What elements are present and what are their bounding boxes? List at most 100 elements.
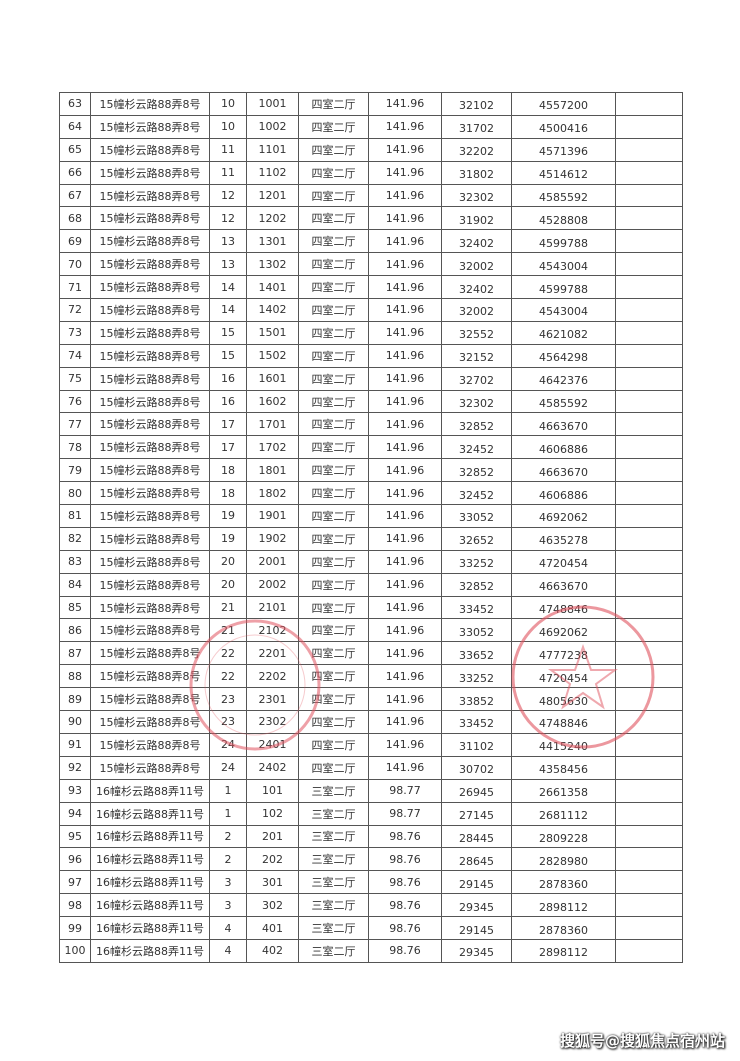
table-row: 80 15幢杉云路88弄8号 18 1802 四室二厅 141.96 32452 460688… <box>59 481 683 506</box>
room-number: 2101 <box>246 595 299 620</box>
area: 141.96 <box>368 183 442 208</box>
total-price: 4585592 <box>511 389 616 414</box>
address: 15幢杉云路88弄8号 <box>90 389 210 414</box>
unit-price: 32302 <box>441 183 512 208</box>
row-number: 77 <box>59 412 91 437</box>
unit-price: 28645 <box>441 847 512 872</box>
room-number: 2401 <box>246 732 299 757</box>
room-number: 1202 <box>246 206 299 231</box>
unit-price: 32452 <box>441 481 512 506</box>
total-price: 4777238 <box>511 641 616 666</box>
layout: 三室二厅 <box>298 824 369 849</box>
total-price: 2878360 <box>511 870 616 895</box>
room-number: 1502 <box>246 343 299 368</box>
layout: 四室二厅 <box>298 137 369 162</box>
unit-price: 29345 <box>441 938 512 963</box>
area: 141.96 <box>368 618 442 643</box>
address: 15幢杉云路88弄8号 <box>90 664 210 689</box>
row-number: 79 <box>59 458 91 483</box>
room-number: 102 <box>246 801 299 826</box>
floor: 2 <box>209 847 247 872</box>
layout: 四室二厅 <box>298 275 369 300</box>
remark <box>615 618 683 643</box>
address: 15幢杉云路88弄8号 <box>90 183 210 208</box>
table-row: 94 16幢杉云路88弄11号 1 102 三室二厅 98.77 27145 2681112 <box>59 801 683 826</box>
area: 141.96 <box>368 595 442 620</box>
row-number: 63 <box>59 92 91 116</box>
table-row: 74 15幢杉云路88弄8号 15 1502 四室二厅 141.96 32152 456429… <box>59 343 683 368</box>
address: 16幢杉云路88弄11号 <box>90 778 210 803</box>
table-row: 65 15幢杉云路88弄8号 11 1101 四室二厅 141.96 32202 457139… <box>59 137 683 162</box>
remark <box>615 435 683 460</box>
layout: 四室二厅 <box>298 366 369 391</box>
row-number: 84 <box>59 572 91 597</box>
remark <box>615 824 683 849</box>
layout: 四室二厅 <box>298 183 369 208</box>
table-row: 85 15幢杉云路88弄8号 21 2101 四室二厅 141.96 33452 474884… <box>59 595 683 620</box>
total-price: 4663670 <box>511 458 616 483</box>
room-number: 1702 <box>246 435 299 460</box>
layout: 四室二厅 <box>298 458 369 483</box>
layout: 三室二厅 <box>298 893 369 918</box>
remark <box>615 343 683 368</box>
area: 141.96 <box>368 298 442 322</box>
unit-price: 31102 <box>441 732 512 757</box>
room-number: 2301 <box>246 687 299 712</box>
area: 141.96 <box>368 160 442 185</box>
remark <box>615 229 683 254</box>
address: 16幢杉云路88弄11号 <box>90 824 210 849</box>
unit-price: 33252 <box>441 549 512 574</box>
unit-price: 32852 <box>441 412 512 437</box>
remark <box>615 298 683 322</box>
floor: 21 <box>209 618 247 643</box>
layout: 三室二厅 <box>298 801 369 826</box>
room-number: 2001 <box>246 549 299 574</box>
floor: 20 <box>209 549 247 574</box>
address: 16幢杉云路88弄11号 <box>90 870 210 895</box>
row-number: 95 <box>59 824 91 849</box>
remark <box>615 526 683 551</box>
table-row: 84 15幢杉云路88弄8号 20 2002 四室二厅 141.96 32852 466367… <box>59 572 683 597</box>
row-number: 88 <box>59 664 91 689</box>
total-price: 4635278 <box>511 526 616 551</box>
address: 15幢杉云路88弄8号 <box>90 206 210 231</box>
area: 141.96 <box>368 366 442 391</box>
total-price: 4621082 <box>511 320 616 345</box>
area: 141.96 <box>368 229 442 254</box>
unit-price: 32402 <box>441 275 512 300</box>
area: 141.96 <box>368 114 442 139</box>
remark <box>615 320 683 345</box>
address: 16幢杉云路88弄11号 <box>90 801 210 826</box>
floor: 11 <box>209 137 247 162</box>
remark <box>615 801 683 826</box>
floor: 20 <box>209 572 247 597</box>
layout: 四室二厅 <box>298 481 369 506</box>
row-number: 98 <box>59 893 91 918</box>
floor: 2 <box>209 824 247 849</box>
row-number: 67 <box>59 183 91 208</box>
remark <box>615 206 683 231</box>
total-price: 4557200 <box>511 92 616 116</box>
floor: 13 <box>209 252 247 277</box>
row-number: 69 <box>59 229 91 254</box>
layout: 四室二厅 <box>298 755 369 780</box>
remark <box>615 114 683 139</box>
layout: 四室二厅 <box>298 732 369 757</box>
floor: 18 <box>209 458 247 483</box>
total-price: 4585592 <box>511 183 616 208</box>
table-row: 71 15幢杉云路88弄8号 14 1401 四室二厅 141.96 32402 459978… <box>59 275 683 300</box>
area: 98.77 <box>368 801 442 826</box>
total-price: 2878360 <box>511 916 616 940</box>
unit-price: 31702 <box>441 114 512 139</box>
area: 141.96 <box>368 343 442 368</box>
room-number: 1902 <box>246 526 299 551</box>
unit-price: 32652 <box>441 526 512 551</box>
room-number: 1601 <box>246 366 299 391</box>
layout: 四室二厅 <box>298 298 369 322</box>
total-price: 4514612 <box>511 160 616 185</box>
unit-price: 29145 <box>441 916 512 940</box>
remark <box>615 92 683 116</box>
room-number: 101 <box>246 778 299 803</box>
address: 15幢杉云路88弄8号 <box>90 320 210 345</box>
area: 141.96 <box>368 412 442 437</box>
